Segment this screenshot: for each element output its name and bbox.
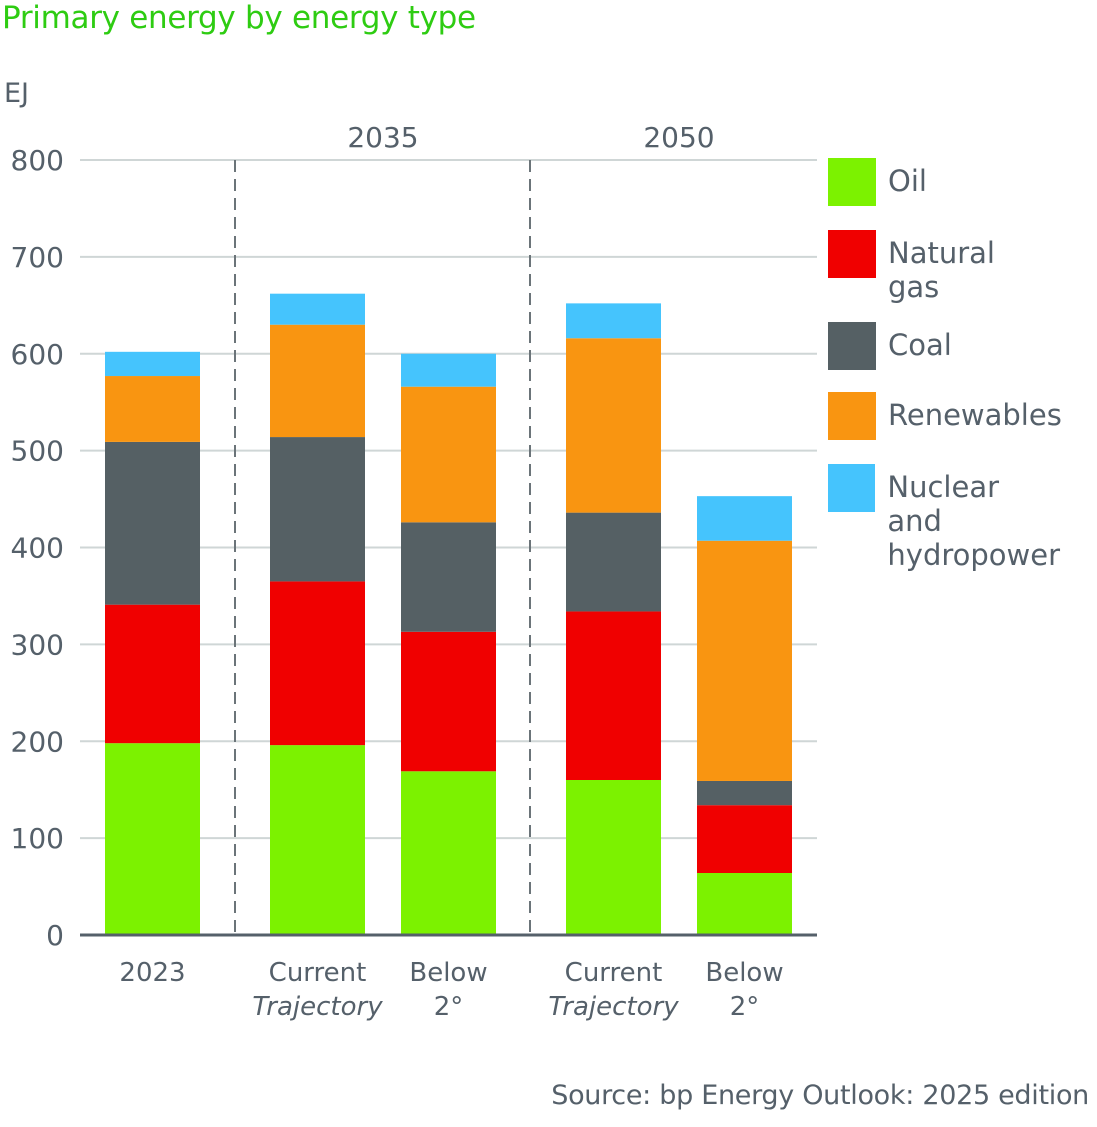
legend-item: Renewables <box>828 392 1062 440</box>
bar-segment-natural-gas <box>401 631 496 772</box>
bar-segment-oil <box>270 745 365 935</box>
category-label-line1: Below <box>705 958 783 988</box>
bar-segment-renewables <box>270 324 365 438</box>
legend-swatch <box>828 158 876 206</box>
bar-segment-nuclear-and-hydropower <box>566 303 661 339</box>
chart-title: Primary energy by energy type <box>2 0 476 36</box>
bar-segment-natural-gas <box>566 611 661 780</box>
legend-swatch <box>828 230 876 278</box>
legend-label: Nuclear and hydropower <box>887 470 1061 572</box>
legend-swatch <box>828 322 876 370</box>
bar-segment-natural-gas <box>105 604 200 744</box>
bar-segment-coal <box>270 437 365 582</box>
bar-segment-oil <box>697 873 792 935</box>
group-labels: 2035 2050 <box>347 121 714 154</box>
legend-item: Coal <box>828 322 952 370</box>
bar-segment-nuclear-and-hydropower <box>270 293 365 325</box>
legend-label: Renewables <box>888 398 1062 432</box>
bar-segment-coal <box>566 512 661 612</box>
bar-segment-natural-gas <box>697 805 792 873</box>
group-label: 2050 <box>643 121 714 154</box>
bar-segment-oil <box>105 743 200 935</box>
source-note: Source: bp Energy Outlook: 2025 edition <box>551 1080 1089 1111</box>
category-label-line2: 2° <box>730 992 760 1022</box>
bar-segment-coal <box>697 780 792 806</box>
bar-segment-renewables <box>401 386 496 523</box>
legend-label: Coal <box>888 328 952 362</box>
y-tick-label: 800 <box>11 144 64 177</box>
legend-swatch <box>828 464 876 512</box>
bar-segment-renewables <box>566 338 661 513</box>
bar-segment-renewables <box>697 540 792 781</box>
legend-swatch <box>828 392 876 440</box>
legend-label: Oil <box>888 164 927 198</box>
bar-stack <box>105 351 200 935</box>
group-label: 2035 <box>347 121 418 154</box>
category-label-line1: Current <box>565 958 663 988</box>
category-label-line1: Below <box>409 958 487 988</box>
y-tick-label: 600 <box>11 338 64 371</box>
y-tick-label: 400 <box>11 532 64 565</box>
group-dividers <box>234 160 531 935</box>
legend-label: Natural gas <box>888 236 995 304</box>
y-tick-label: 500 <box>11 435 64 468</box>
bar-segment-coal <box>401 522 496 632</box>
category-label-line2: Trajectory <box>548 992 679 1022</box>
bar-segment-renewables <box>105 376 200 442</box>
bar-segment-nuclear-and-hydropower <box>401 353 496 387</box>
category-labels: 2023 Current Trajectory Below 2° Current Traje… <box>119 958 783 1022</box>
category-label-line1: Current <box>269 958 367 988</box>
y-tick-label: 200 <box>11 725 64 758</box>
bar-segment-natural-gas <box>270 581 365 746</box>
y-tick-label: 300 <box>11 628 64 661</box>
bar-stack <box>566 303 661 935</box>
legend-item: Nuclear and hydropower <box>828 464 1061 572</box>
legend-item: Natural gas <box>828 230 995 304</box>
bar-segment-coal <box>105 441 200 605</box>
bar-stack <box>697 496 792 935</box>
bar-segment-nuclear-and-hydropower <box>697 496 792 541</box>
y-tick-label: 700 <box>11 241 64 274</box>
category-label-line2: Trajectory <box>252 992 383 1022</box>
y-axis-unit-label: EJ <box>4 78 30 109</box>
legend-item: Oil <box>828 158 927 206</box>
bar-stack <box>401 353 496 935</box>
bar-segment-nuclear-and-hydropower <box>105 351 200 377</box>
bar-segment-oil <box>566 780 661 935</box>
category-label-line1: 2023 <box>119 958 185 988</box>
bar-stack <box>270 293 365 935</box>
bar-segment-oil <box>401 771 496 935</box>
category-label-line2: 2° <box>434 992 464 1022</box>
y-axis-ticks: 0 100 200 300 400 500 600 700 800 <box>11 144 64 952</box>
y-tick-label: 0 <box>46 919 64 952</box>
bars <box>105 293 792 935</box>
y-tick-label: 100 <box>11 822 64 855</box>
